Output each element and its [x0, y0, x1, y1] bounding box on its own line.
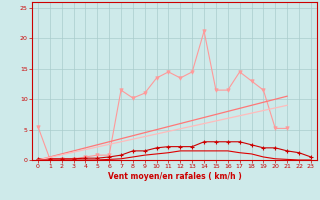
X-axis label: Vent moyen/en rafales ( km/h ): Vent moyen/en rafales ( km/h ) — [108, 172, 241, 181]
